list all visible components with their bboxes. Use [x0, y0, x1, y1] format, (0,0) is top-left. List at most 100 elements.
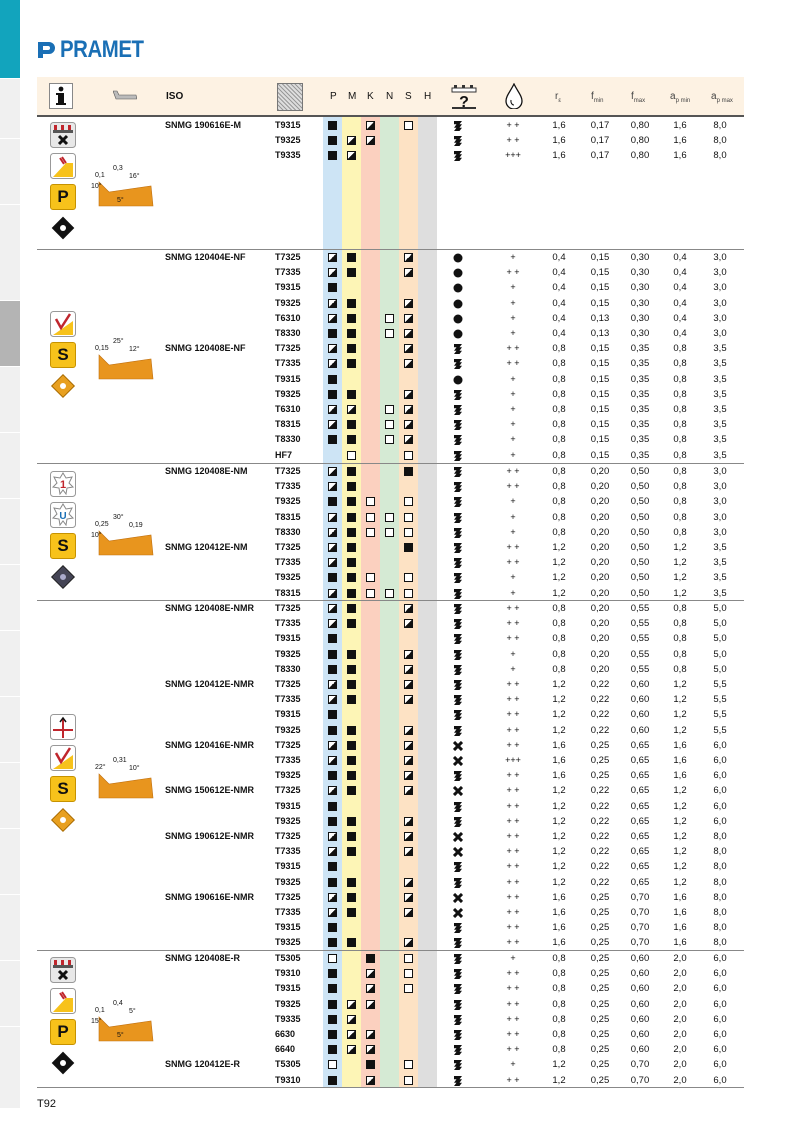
index-tab[interactable] — [0, 138, 20, 205]
grade-code: T9325 — [275, 572, 301, 583]
value-fmax: 0,65 — [630, 770, 650, 782]
value-fmin: 0,20 — [590, 526, 610, 538]
page-number: T92 — [37, 1098, 56, 1110]
value-fmax: 0,80 — [630, 150, 650, 162]
coolant-rating: + + — [506, 542, 520, 552]
value-r: 0,8 — [552, 358, 566, 370]
value-apmax: 8,0 — [713, 135, 727, 147]
chipbreaker-help-icon: ? — [451, 85, 477, 110]
suitability-full-icon — [328, 649, 337, 659]
brand-logo: PRAMET — [36, 36, 158, 64]
value-r: 1,6 — [552, 120, 566, 131]
chipbreaker-wave-icon — [454, 695, 462, 706]
material-band-n — [380, 77, 399, 1088]
coolant-rating: + + — [506, 603, 520, 613]
table-row: T9325 + + 1,6 0,25 0,70 1,6 8,0 — [37, 936, 744, 951]
coolant-rating: + — [510, 572, 516, 583]
value-apmin: 2,0 — [673, 1029, 687, 1040]
index-tab[interactable] — [0, 696, 20, 763]
value-apmax: 8,0 — [713, 937, 727, 949]
index-tab[interactable] — [0, 1026, 20, 1109]
value-apmax: 6,0 — [713, 1074, 727, 1086]
index-tab[interactable] — [0, 432, 20, 499]
index-tab[interactable] — [0, 78, 20, 139]
value-apmax: 6,0 — [713, 755, 727, 766]
chipbreaker-wave-icon — [454, 543, 462, 553]
grade-code: T9310 — [275, 968, 301, 979]
value-apmin: 1,2 — [673, 709, 687, 721]
value-apmax: 8,0 — [713, 891, 727, 903]
chipbreaker-cross-icon — [453, 908, 463, 918]
value-r: 1,6 — [552, 135, 566, 147]
grade-code: T8330 — [275, 328, 301, 338]
value-fmin: 0,20 — [590, 663, 610, 675]
value-fmin: 0,15 — [590, 434, 610, 446]
value-fmin: 0,15 — [590, 252, 610, 263]
suitability-full-icon — [347, 467, 356, 476]
index-tab-active[interactable] — [0, 300, 20, 367]
index-tab[interactable] — [0, 366, 20, 433]
suitability-full-icon — [328, 573, 337, 583]
iso-code: SNMG 190616E-NMR — [165, 891, 255, 902]
profile-label: 0,1 — [95, 172, 105, 179]
coolant-rating: + — [510, 328, 516, 338]
table-row: T9310 + + 1,2 0,25 0,70 2,0 6,0 — [37, 1074, 744, 1089]
chipbreaker-wave-icon — [454, 877, 462, 888]
material-band-s — [399, 77, 418, 1088]
table-row: SNMG 120412E-R T5305 +1,2 0,25 0,70 2,0 6,0 — [37, 1058, 744, 1073]
group-divider — [37, 600, 744, 601]
table-row: T9315 +0,8 0,15 0,35 0,8 3,5 — [37, 373, 744, 388]
value-apmin: 1,6 — [673, 755, 687, 766]
suitability-half-icon — [328, 604, 337, 613]
suitability-half-icon — [328, 908, 337, 917]
index-tab[interactable] — [0, 828, 20, 895]
value-fmax: 0,60 — [630, 998, 650, 1010]
value-fmin: 0,15 — [590, 449, 610, 461]
grade-code: T8315 — [275, 511, 301, 522]
index-tab[interactable] — [0, 204, 20, 271]
value-apmax: 5,0 — [713, 648, 727, 660]
value-apmin: 1,2 — [673, 846, 687, 858]
grade-header-icon — [277, 83, 303, 111]
value-apmin: 2,0 — [673, 1044, 687, 1056]
value-apmin: 0,8 — [673, 466, 687, 477]
group-divider — [37, 249, 744, 250]
value-fmin: 0,17 — [590, 135, 610, 147]
value-apmin: 1,6 — [673, 150, 687, 162]
index-tab[interactable] — [0, 630, 20, 697]
index-tab[interactable] — [0, 894, 20, 961]
suitability-half-icon — [404, 847, 413, 857]
coolant-rating: + — [510, 587, 516, 598]
value-r: 0,4 — [552, 297, 566, 309]
coolant-rating: + — [510, 648, 516, 659]
value-apmin: 0,8 — [673, 511, 687, 523]
suitability-full-icon — [347, 695, 356, 705]
value-apmax: 3,0 — [713, 328, 727, 339]
chipbreaker-wave-icon — [454, 984, 462, 995]
index-tab[interactable] — [0, 498, 20, 565]
table-row: SNMG 120416E-NMR T7325 + + 1,6 0,25 0,65 1,6 6,… — [37, 739, 744, 754]
grade-code: T7325 — [275, 252, 301, 262]
suitability-full-icon — [347, 664, 356, 674]
grade-code: T8315 — [275, 587, 301, 598]
value-fmin: 0,15 — [590, 419, 610, 431]
coolant-rating: + + — [506, 815, 520, 826]
chipbreaker-wave-icon — [454, 862, 462, 873]
suitability-empty-icon — [385, 405, 394, 414]
index-tab[interactable] — [0, 564, 20, 631]
index-tab[interactable] — [0, 960, 20, 1027]
suitability-half-icon — [404, 405, 413, 414]
value-r: 0,8 — [552, 434, 566, 446]
value-r: 1,6 — [552, 891, 566, 903]
profile-label: 0,4 — [113, 1000, 123, 1007]
table-row: 6630 + + 0,8 0,25 0,60 2,0 6,0 — [37, 1028, 744, 1043]
value-fmax: 0,35 — [630, 358, 650, 370]
index-tab[interactable] — [0, 762, 20, 829]
value-fmax: 0,65 — [630, 861, 650, 873]
value-apmin: 1,6 — [673, 120, 687, 131]
insert-profile-icon — [113, 90, 137, 100]
value-r: 0,8 — [552, 1029, 566, 1040]
chipbreaker-wave-icon — [454, 527, 462, 538]
value-apmin: 0,8 — [673, 663, 687, 675]
suitability-half-icon — [328, 695, 337, 705]
